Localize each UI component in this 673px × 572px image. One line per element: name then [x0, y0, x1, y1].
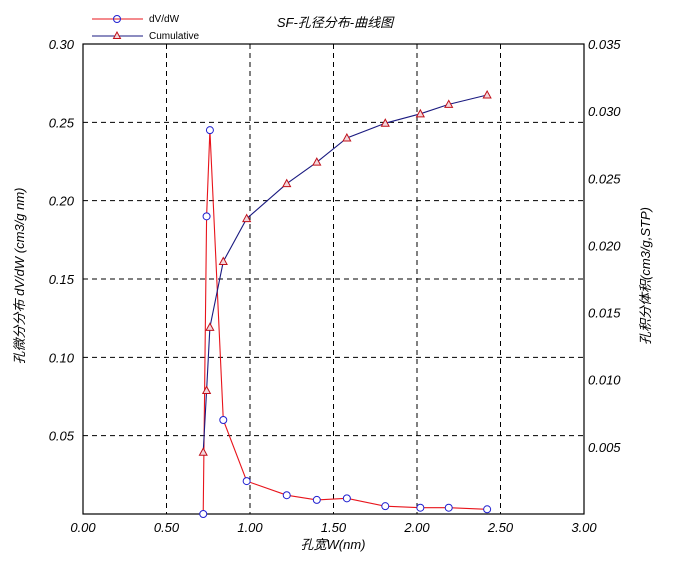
x-axis-title: 孔宽W(nm): [301, 537, 366, 552]
x-tick-label: 3.00: [571, 520, 597, 535]
series-line-cumulative: [202, 94, 488, 453]
y-right-tick-label: 0.025: [588, 171, 621, 186]
x-tick-label: 1.50: [321, 520, 347, 535]
data-point-cumulative: [312, 157, 322, 166]
x-tick-label: 0.50: [154, 520, 180, 535]
data-point-dvdw: [483, 505, 492, 514]
y-right-axis-title: 孔积分体积(cm3/g,STP): [638, 207, 653, 345]
x-tick-label: 1.00: [237, 520, 263, 535]
data-point-cumulative: [205, 322, 215, 331]
data-point-cumulative: [218, 256, 228, 266]
y-right-tick-label: 0.005: [588, 440, 621, 455]
data-point-dvdw: [444, 503, 453, 512]
data-point-dvdw: [342, 494, 351, 503]
data-point-cumulative: [201, 385, 212, 394]
data-point-dvdw: [205, 126, 214, 135]
grid-lines: [83, 44, 584, 514]
x-tick-label: 2.50: [487, 520, 514, 535]
legend: dV/dW Cumulative: [92, 14, 199, 42]
y-right-tick-label: 0.020: [588, 238, 621, 253]
data-point-dvdw: [219, 416, 228, 424]
data-point-dvdw: [282, 491, 291, 500]
series-layer: [198, 89, 492, 518]
y-right-tick-label: 0.010: [588, 373, 621, 388]
data-point-cumulative: [415, 108, 425, 118]
y-left-tick-label: 0.10: [49, 350, 75, 365]
data-point-cumulative: [482, 89, 492, 99]
y-left-axis-title: 孔微分分布 dV/dW (cm3/g nm): [12, 188, 27, 365]
y-left-tick-label: 0.20: [49, 194, 75, 209]
data-point-cumulative: [198, 447, 208, 456]
data-point-dvdw: [199, 510, 208, 518]
tick-labels: 0.00 0.50 1.00 1.50 2.00 2.50 3.00 0.05 0.10 0.15…: [49, 37, 622, 535]
y-left-tick-label: 0.05: [49, 429, 75, 444]
data-point-dvdw: [416, 503, 425, 512]
x-tick-label: 0.00: [70, 520, 96, 535]
y-left-tick-label: 0.25: [49, 115, 75, 130]
data-point-dvdw: [202, 212, 211, 221]
data-point-cumulative: [242, 213, 252, 223]
data-point-cumulative: [342, 132, 352, 142]
y-right-tick-label: 0.015: [588, 306, 621, 321]
y-left-tick-label: 0.15: [49, 272, 75, 287]
data-point-cumulative: [444, 99, 454, 108]
legend-marker-dvdw: [113, 15, 121, 23]
data-point-dvdw: [242, 477, 251, 486]
y-right-tick-label: 0.030: [588, 104, 621, 119]
data-point-dvdw: [381, 502, 390, 511]
y-right-tick-label: 0.035: [588, 37, 621, 52]
plot-frame: [82, 43, 585, 515]
series-line-dvdw: [202, 130, 488, 515]
legend-label-cumulative: Cumulative: [149, 31, 199, 42]
x-tick-label: 2.00: [403, 520, 430, 535]
y-left-tick-label: 0.30: [49, 37, 75, 52]
data-point-cumulative: [282, 178, 292, 188]
legend-label-dvdw: dV/dW: [149, 14, 180, 25]
data-point-dvdw: [312, 495, 321, 504]
chart-title: SF-孔径分布-曲线图: [277, 15, 395, 30]
data-point-cumulative: [380, 118, 390, 127]
legend-marker-cumulative: [112, 30, 122, 39]
